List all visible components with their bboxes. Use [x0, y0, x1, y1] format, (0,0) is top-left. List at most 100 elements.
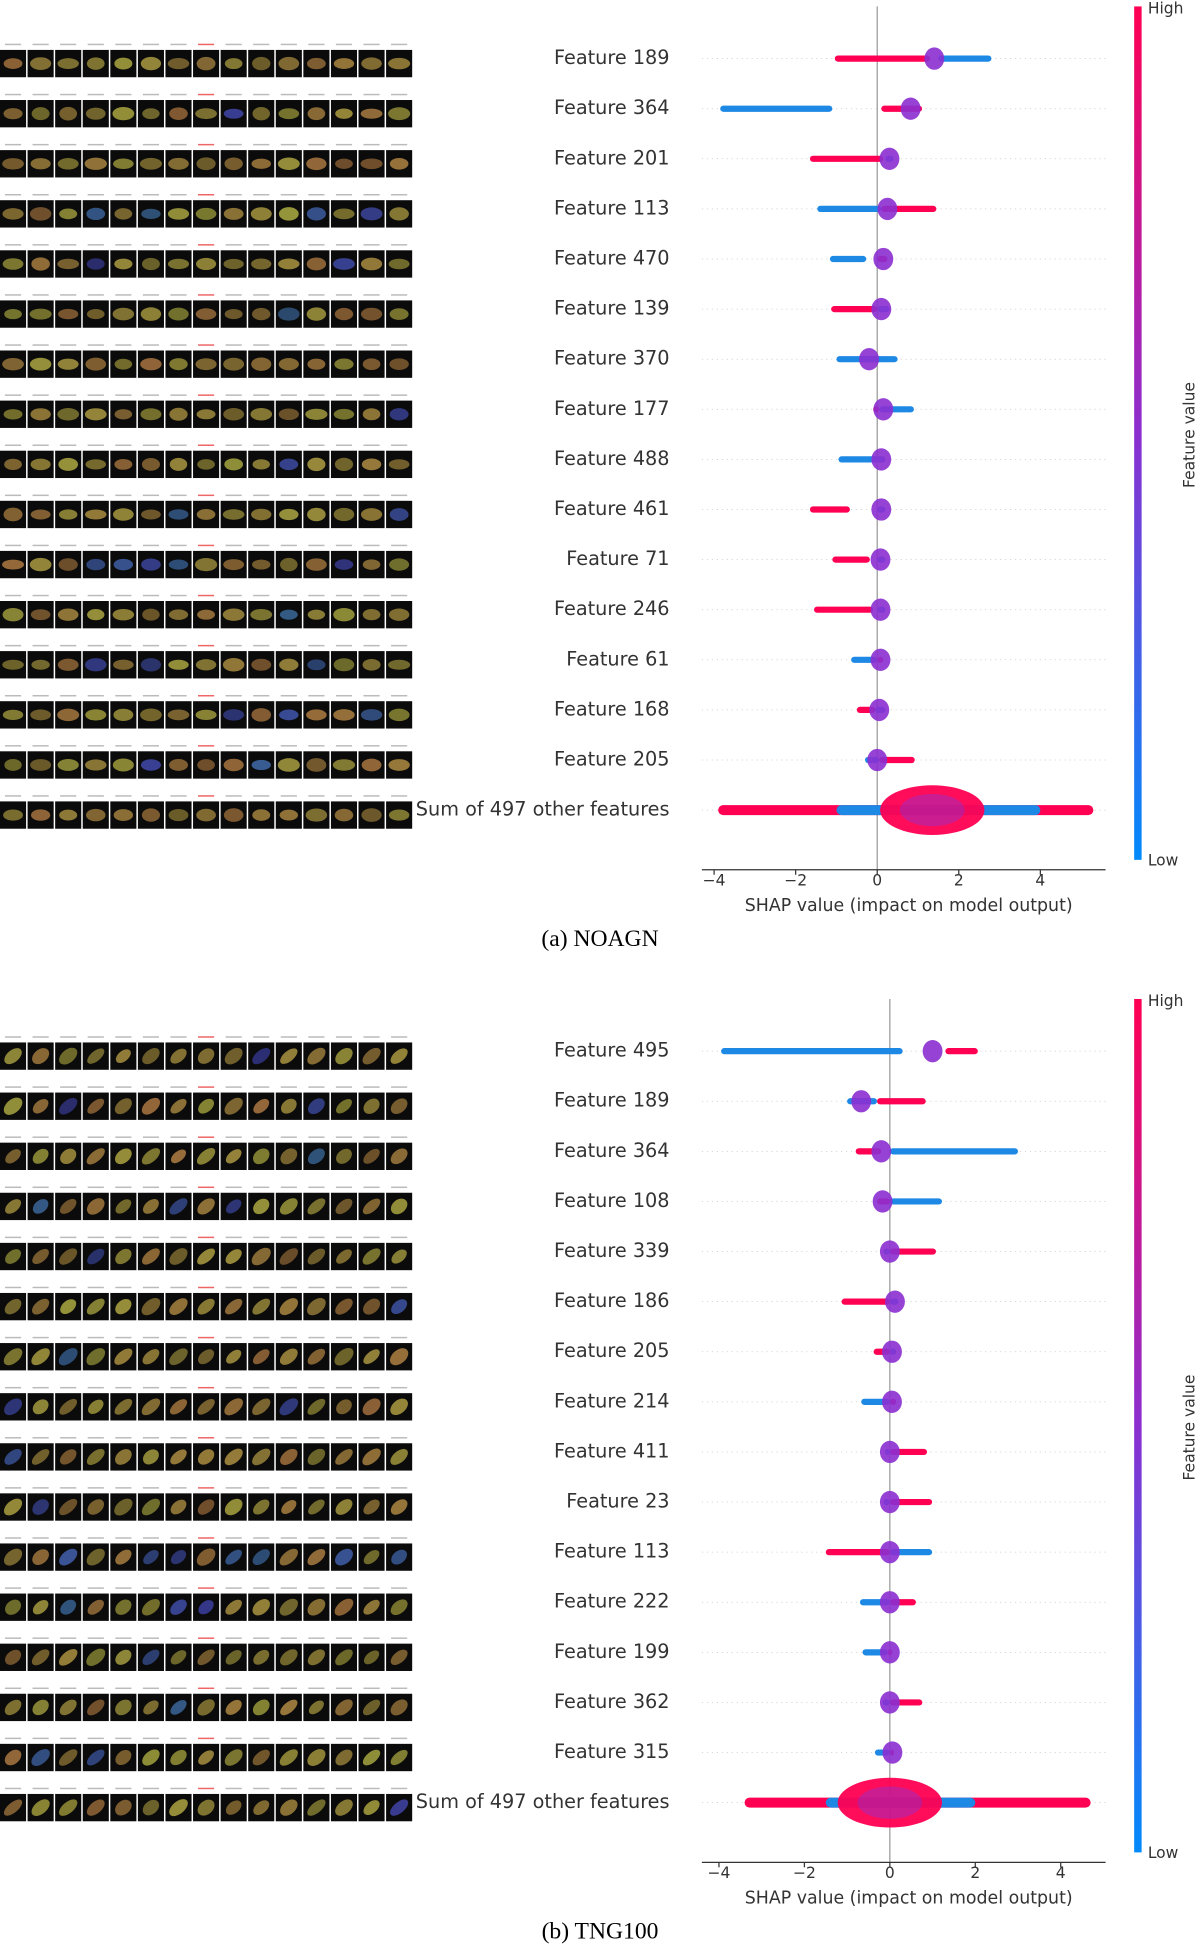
galaxy [87, 1098, 105, 1114]
point-cluster [900, 97, 921, 120]
galaxy [333, 607, 355, 622]
galaxy [223, 258, 244, 270]
thumb-label [391, 745, 408, 747]
galaxy [194, 557, 218, 572]
x-tick-label: 0 [885, 1864, 895, 1882]
galaxy [362, 559, 381, 570]
galaxy [112, 608, 135, 621]
galaxy [32, 1600, 49, 1615]
colorbar-low: Low [1148, 852, 1179, 870]
galaxy [223, 758, 244, 772]
thumb-label [198, 1737, 215, 1740]
galaxy [113, 558, 134, 571]
thumb-label [198, 43, 215, 46]
galaxy [85, 509, 107, 520]
thumb-label [280, 93, 297, 96]
thumb-label [335, 1186, 353, 1189]
feature-label: Feature 113 [554, 196, 670, 219]
high-value-points [825, 1549, 890, 1556]
point-cluster-inner [857, 1786, 923, 1819]
galaxy [277, 157, 300, 171]
x-tick-label: −2 [793, 1864, 816, 1882]
galaxy [307, 358, 326, 370]
thumb-label [308, 644, 325, 647]
thumb-label [280, 1737, 297, 1740]
thumb-label [198, 1336, 215, 1339]
galaxy [115, 1049, 131, 1064]
thumb-label [363, 1437, 380, 1439]
thumb-label [87, 1236, 104, 1239]
thumb-label [280, 1437, 297, 1439]
thumb-label [225, 1537, 242, 1539]
thumb-label [170, 1036, 187, 1038]
galaxy [306, 709, 327, 721]
high-value-points [834, 55, 931, 62]
point-cluster [870, 548, 891, 571]
thumb-label [253, 43, 270, 46]
thumb-label [170, 1136, 187, 1138]
galaxy [223, 207, 244, 220]
galaxy [226, 1349, 242, 1364]
galaxy [389, 1348, 409, 1366]
thumb-label [142, 1136, 160, 1138]
thumb-label [391, 1136, 408, 1138]
thumb-label [198, 344, 215, 346]
thumb-label [225, 1587, 242, 1589]
thumb-label [335, 1587, 353, 1589]
galaxy [361, 808, 382, 822]
galaxy [363, 1650, 380, 1665]
galaxy [197, 1198, 215, 1215]
galaxy [388, 459, 410, 470]
thumb-label [87, 1437, 104, 1439]
thumb-label [87, 1687, 104, 1690]
galaxy [114, 57, 133, 70]
thumb-label [4, 1487, 22, 1489]
thumb-label [253, 1386, 270, 1389]
galaxy [306, 558, 327, 571]
thumb-label [60, 1236, 77, 1239]
galaxy [279, 458, 299, 471]
thumb-label [253, 93, 270, 96]
galaxy [196, 257, 217, 271]
galaxy [170, 1449, 187, 1465]
galaxy [333, 507, 355, 522]
galaxy [31, 257, 50, 271]
galaxy [223, 709, 245, 721]
galaxy [391, 1299, 408, 1315]
feature-label: Feature 461 [554, 497, 670, 520]
galaxy [362, 358, 381, 371]
thumb-label [32, 1587, 49, 1589]
thumb-label [4, 1336, 22, 1339]
thumb-label [32, 1386, 49, 1389]
thumb-label [308, 394, 325, 396]
thumb-label [60, 244, 77, 246]
galaxy [280, 1649, 298, 1666]
thumb-label [391, 1637, 408, 1639]
thumb-label [142, 43, 160, 46]
galaxy [32, 1199, 49, 1214]
galaxy [307, 107, 326, 121]
galaxy [86, 207, 106, 221]
thumb-label [391, 1186, 408, 1189]
galaxy [86, 1448, 105, 1465]
galaxy [115, 1649, 132, 1665]
galaxy [388, 258, 410, 270]
galaxy [224, 58, 243, 70]
galaxy [251, 258, 272, 270]
galaxy [167, 258, 190, 270]
galaxy [225, 1149, 242, 1164]
thumb-label [4, 1537, 22, 1539]
galaxy [30, 509, 51, 520]
galaxy [334, 1347, 354, 1366]
galaxy [333, 408, 355, 420]
galaxy [361, 758, 382, 772]
thumb-label [308, 1386, 325, 1389]
galaxy [335, 1649, 353, 1666]
galaxy [335, 158, 353, 169]
feature-label: Feature 113 [554, 1540, 670, 1563]
thumb-label [142, 1386, 160, 1389]
thumb-label [198, 1637, 215, 1639]
thumb-label [363, 244, 380, 246]
high-value-points [877, 1098, 926, 1105]
galaxy [31, 107, 50, 121]
